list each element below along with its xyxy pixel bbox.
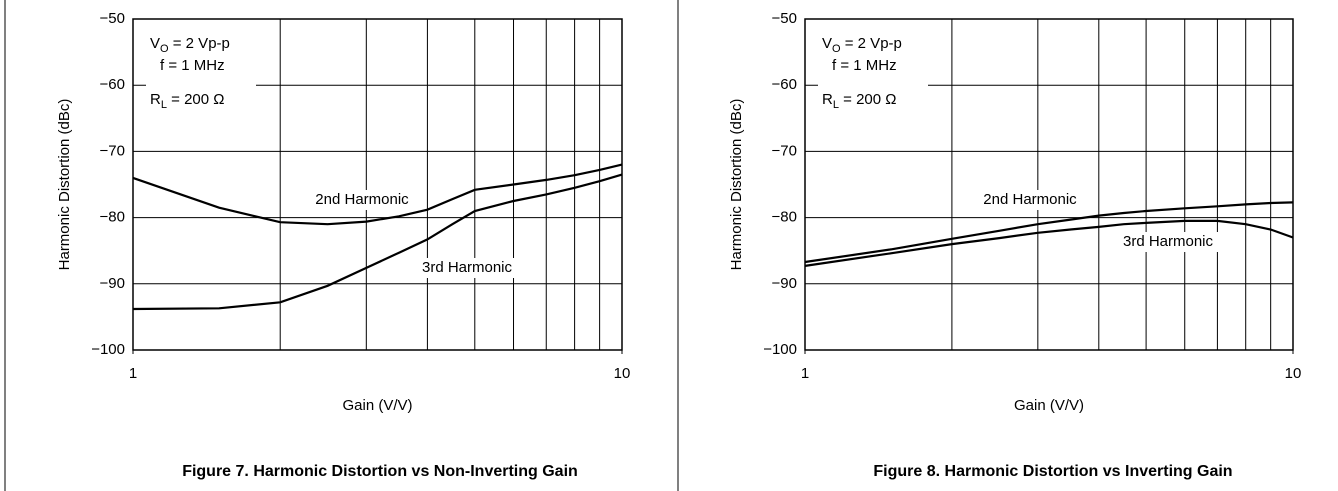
x-axis-label: Gain (V/V) (1014, 397, 1084, 414)
annotation-sub: O (160, 43, 169, 55)
y-tick-label: −80 (772, 209, 797, 226)
y-tick-label: −50 (100, 10, 125, 27)
series-label-bg (304, 190, 420, 210)
x-tick-label: 10 (614, 365, 631, 382)
y-tick-label: −90 (100, 275, 125, 292)
annotation: VO = 2 Vp-p (150, 35, 230, 55)
y-tick-label: −100 (763, 341, 797, 358)
y-axis-label: Harmonic Distortion (dBc) (56, 99, 73, 271)
annotation: f = 1 MHz (160, 57, 225, 74)
annotation-bg (146, 32, 256, 122)
y-tick-label: −60 (772, 76, 797, 93)
figure-caption: Figure 7. Harmonic Distortion vs Non-Inv… (182, 463, 578, 480)
series-label-bg (972, 190, 1088, 210)
y-tick-label: −90 (772, 275, 797, 292)
annotation-text: f = 1 MHz (832, 57, 897, 74)
y-axis-label: Harmonic Distortion (dBc) (728, 99, 745, 271)
series-line (804, 201, 1294, 264)
series-label: 2nd Harmonic (315, 191, 409, 208)
annotation-text: = 2 Vp-p (169, 35, 230, 52)
annotation: f = 1 MHz (832, 57, 897, 74)
annotation-text: V (822, 35, 832, 52)
annotation-text: f = 1 MHz (160, 57, 225, 74)
annotation-sub: O (832, 43, 841, 55)
series-label: 2nd Harmonic (983, 191, 1077, 208)
annotation-text: R (822, 91, 833, 108)
y-tick-label: −70 (772, 142, 797, 159)
annotation: RL = 200 Ω (822, 91, 896, 111)
annotation-sub: L (833, 99, 839, 111)
x-axis-label: Gain (V/V) (342, 397, 412, 414)
annotation-text: V (150, 35, 160, 52)
y-tick-label: −80 (100, 209, 125, 226)
annotation-text: = 200 Ω (839, 91, 897, 108)
y-tick-label: −70 (100, 142, 125, 159)
x-tick-label: 10 (1285, 365, 1302, 382)
annotation: VO = 2 Vp-p (822, 35, 902, 55)
x-tick-label: 1 (801, 365, 809, 382)
series-line (132, 173, 623, 311)
series-label-bg (409, 258, 525, 278)
annotation: RL = 200 Ω (150, 91, 224, 111)
annotation-text: = 200 Ω (167, 91, 225, 108)
series-line (132, 163, 623, 226)
figure-caption: Figure 8. Harmonic Distortion vs Inverti… (873, 463, 1232, 480)
x-tick-label: 1 (129, 365, 137, 382)
series-label: 3rd Harmonic (1123, 233, 1214, 250)
annotation-bg (818, 32, 928, 122)
annotation-text: R (150, 91, 161, 108)
y-tick-label: −50 (772, 10, 797, 27)
annotation-sub: L (161, 99, 167, 111)
y-tick-label: −100 (91, 341, 125, 358)
series-label: 3rd Harmonic (422, 259, 513, 276)
series-line (804, 219, 1294, 267)
series-label-bg (1110, 232, 1226, 252)
annotation-text: = 2 Vp-p (841, 35, 902, 52)
y-tick-label: −60 (100, 76, 125, 93)
